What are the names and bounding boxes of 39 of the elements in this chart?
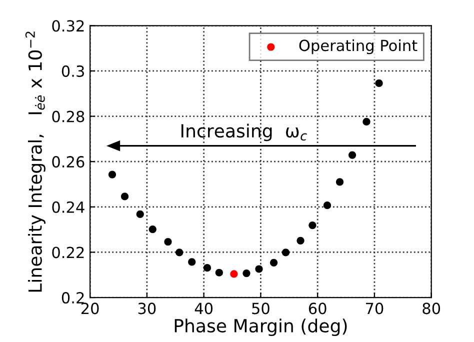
x-tick-label: 40	[194, 302, 213, 314]
point	[255, 265, 263, 273]
point	[188, 258, 196, 266]
point	[203, 264, 212, 272]
point	[215, 268, 223, 276]
point	[136, 210, 144, 218]
y-tick-label: 0.2	[62, 292, 84, 304]
y-tick-label: 0.26	[52, 156, 84, 168]
y-tick-label: 0.3	[62, 65, 84, 77]
x-tick-label: 20	[81, 302, 99, 314]
point	[308, 221, 316, 230]
legend-label: Operating Point	[299, 39, 418, 54]
y-tick-label: 0.28	[52, 110, 84, 122]
y-tick-label: 0.24	[52, 201, 84, 213]
point	[323, 202, 332, 210]
point	[282, 248, 290, 256]
point	[270, 258, 278, 266]
y-tick-label: 0.22	[52, 246, 84, 258]
x-tick-label: 30	[138, 302, 156, 314]
point	[242, 269, 250, 278]
x-tick-label: 70	[366, 302, 384, 314]
y-tick-label: 0.32	[52, 20, 84, 32]
annotation: Increasing ω$_{c}$	[181, 124, 307, 142]
x-tick-label: 50	[252, 302, 270, 314]
point	[164, 238, 172, 246]
point	[108, 170, 116, 178]
point	[336, 178, 344, 186]
x-tick-label: 80	[422, 302, 440, 314]
point	[362, 118, 370, 126]
point	[375, 79, 383, 88]
x-axis-title: Phase Margin (deg)	[174, 318, 347, 336]
point	[348, 151, 356, 159]
point	[148, 226, 156, 234]
y-axis-title: Linearity Integral, I$_{ėė}$ x 10$^{−2}$	[25, 32, 46, 292]
point	[296, 236, 304, 244]
point	[230, 270, 238, 278]
point	[176, 248, 184, 256]
point	[120, 192, 129, 200]
x-tick-label: 60	[308, 302, 326, 314]
